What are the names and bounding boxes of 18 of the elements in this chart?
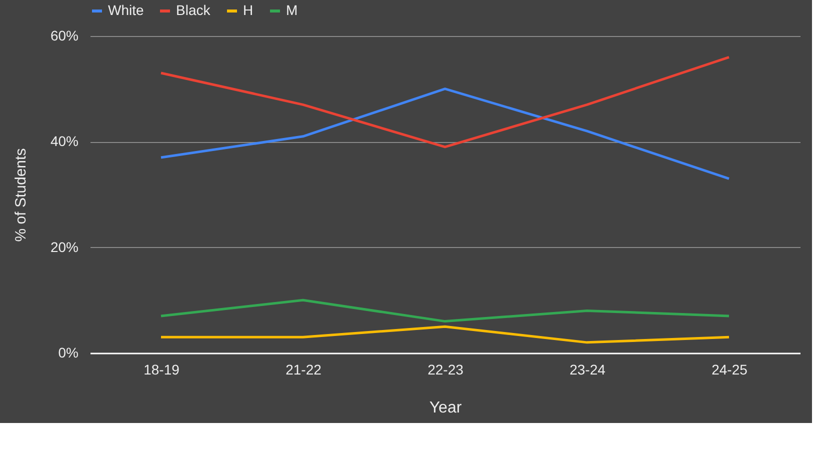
line-series <box>160 56 730 148</box>
legend-label: White <box>108 2 144 18</box>
line-series <box>160 88 730 180</box>
x-tick-label: 23-24 <box>570 362 606 378</box>
legend-label: M <box>286 2 298 18</box>
legend-label: Black <box>176 2 212 18</box>
y-tick-label: 0% <box>58 344 78 360</box>
x-tick-label: 24-25 <box>712 362 748 378</box>
x-tick-label: 18-19 <box>144 362 180 378</box>
x-tick-label: 21-22 <box>286 362 322 378</box>
y-axis-title: % of Students <box>12 148 30 242</box>
y-tick-label: 20% <box>50 238 78 255</box>
legend-label: H <box>243 2 254 18</box>
y-tick-label: 40% <box>50 133 78 150</box>
y-tick-label: 60% <box>50 28 78 44</box>
line-series <box>160 298 730 323</box>
x-tick-label: 22-23 <box>428 362 464 378</box>
x-axis-title: Year <box>429 400 462 416</box>
